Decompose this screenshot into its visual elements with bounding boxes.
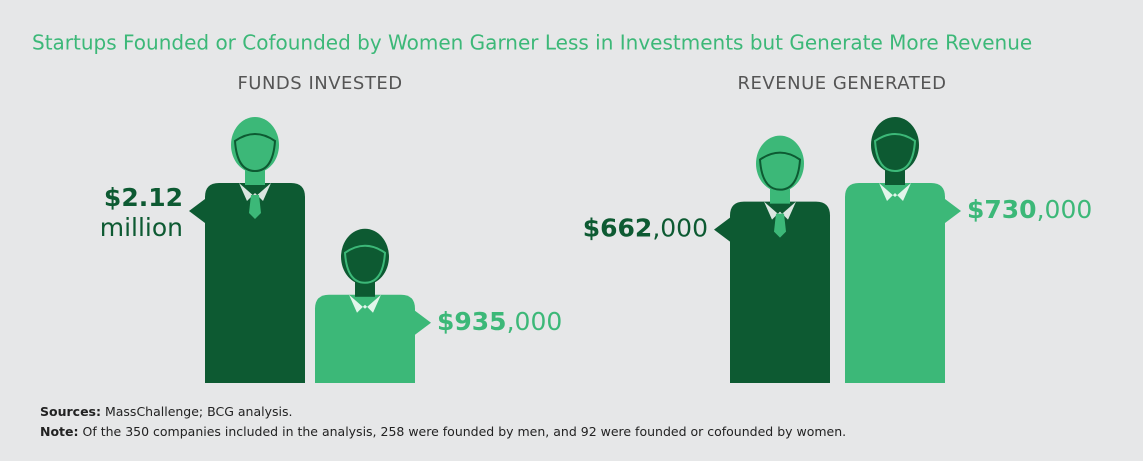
face	[758, 151, 802, 191]
value-label: $935,000	[437, 307, 562, 336]
collar	[239, 183, 271, 201]
bar	[315, 294, 415, 383]
panel-title: FUNDS INVESTED	[237, 73, 402, 94]
face	[233, 133, 277, 173]
head	[231, 117, 279, 173]
page-title: Startups Founded or Cofounded by Women G…	[32, 31, 1032, 55]
person	[714, 135, 830, 383]
collar	[349, 294, 381, 313]
person	[189, 117, 305, 383]
head	[756, 135, 804, 192]
sources: Sources: MassChallenge; BCG analysis.	[40, 404, 292, 419]
face	[343, 244, 387, 284]
sources-text: MassChallenge; BCG analysis.	[105, 404, 292, 419]
pointer	[714, 217, 730, 242]
value-label: $730,000	[967, 195, 1092, 224]
face	[873, 133, 917, 173]
note: Note: Of the 350 companies included in t…	[40, 424, 846, 439]
note-label: Note:	[40, 424, 79, 439]
note-text: Of the 350 companies included in the ana…	[83, 424, 847, 439]
pointer	[415, 310, 431, 335]
sources-label: Sources:	[40, 404, 101, 419]
pointer	[945, 199, 961, 223]
collar	[764, 201, 796, 220]
tie	[774, 213, 786, 238]
tie	[249, 195, 261, 219]
pointer	[189, 199, 205, 223]
bar	[730, 201, 830, 383]
person	[315, 228, 431, 383]
bar	[845, 183, 945, 383]
value-label: $2.12 million	[100, 183, 183, 242]
collar	[879, 183, 911, 201]
bar	[205, 183, 305, 383]
head	[871, 117, 919, 173]
person	[845, 117, 961, 383]
head	[341, 228, 389, 285]
panel-title: REVENUE GENERATED	[738, 73, 947, 94]
value-label: $662,000	[583, 214, 708, 243]
